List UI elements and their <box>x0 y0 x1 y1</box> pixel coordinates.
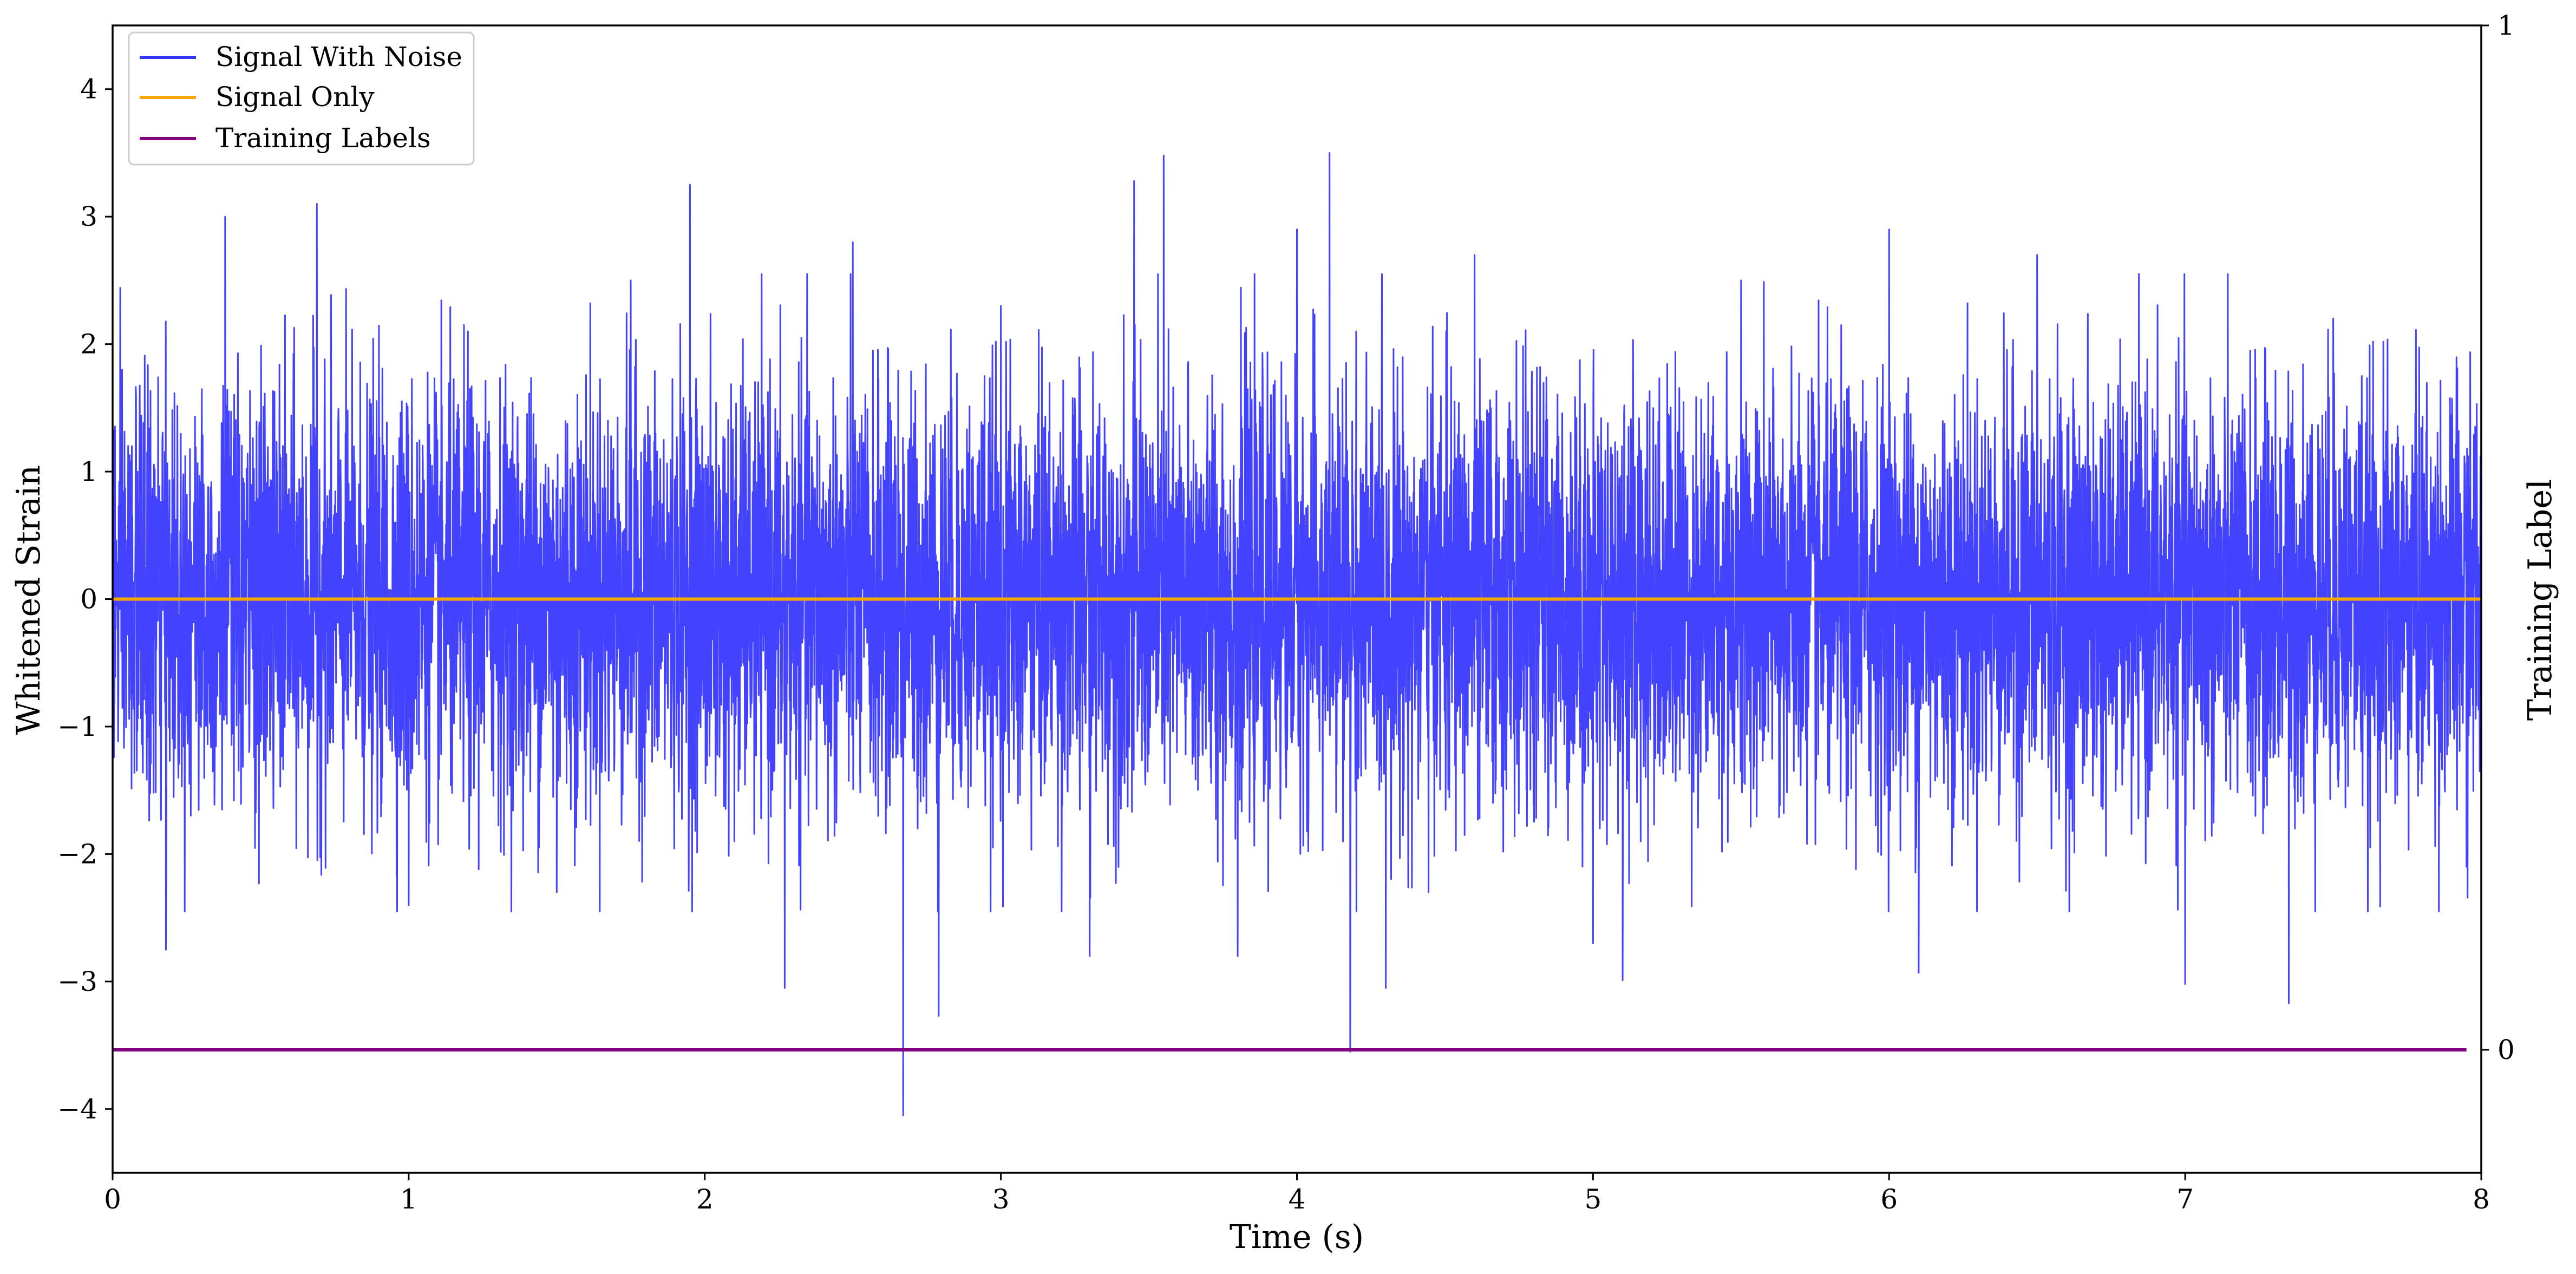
y-tick-label: 2 <box>80 329 97 360</box>
x-tick-label: 1 <box>400 1184 417 1215</box>
x-tick-label: 5 <box>1584 1184 1601 1215</box>
x-tick-label: 8 <box>2473 1184 2490 1215</box>
y-axis-label: Whitened Strain <box>10 465 48 735</box>
x-axis-label: Time (s) <box>1230 1218 1364 1256</box>
y-tick-label: −3 <box>57 966 97 997</box>
x-tick-label: 0 <box>104 1184 121 1215</box>
legend-label-signal-with-noise: Signal With Noise <box>215 41 462 73</box>
y2-tick-label: 1 <box>2497 10 2515 41</box>
x-tick-label: 4 <box>1289 1184 1306 1215</box>
y-tick-label: 3 <box>80 201 97 232</box>
legend-label-training-labels: Training Labels <box>215 122 431 154</box>
legend-frame <box>128 31 475 166</box>
legend-label-signal-only: Signal Only <box>215 81 375 113</box>
y-tick-label: 4 <box>80 74 97 105</box>
x-tick-label: 6 <box>1880 1184 1898 1215</box>
y-tick-label: −4 <box>57 1093 97 1125</box>
y-tick-label: −1 <box>57 711 97 742</box>
y-tick-label: 1 <box>80 456 97 487</box>
y2-tick-label: 0 <box>2497 1034 2515 1066</box>
y-tick-label: −2 <box>57 838 97 870</box>
x-tick-label: 2 <box>696 1184 714 1215</box>
series-signal-with-noise <box>113 152 2481 1116</box>
x-tick-label: 7 <box>2176 1184 2194 1215</box>
y-tick-label: 0 <box>80 584 97 615</box>
y2-axis-label: Training Label <box>2521 479 2559 721</box>
x-tick-label: 3 <box>992 1184 1010 1215</box>
legend: Signal With Noise Signal Only Training L… <box>128 31 475 166</box>
